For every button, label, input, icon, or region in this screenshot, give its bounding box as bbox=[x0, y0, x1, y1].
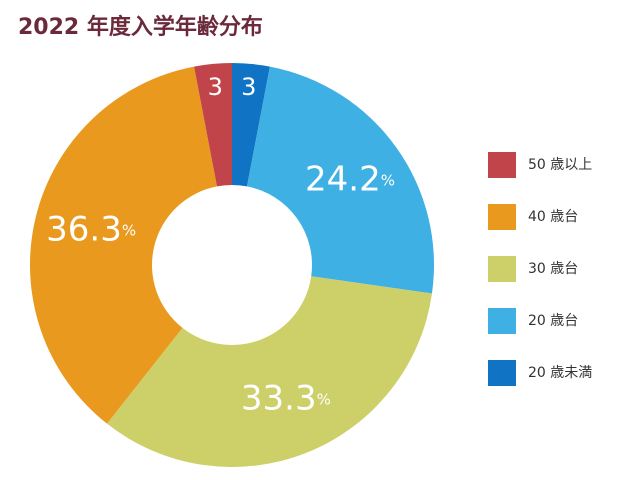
donut-segment bbox=[106, 276, 432, 468]
legend-swatch bbox=[488, 204, 516, 230]
legend-label: 20 歳台 bbox=[528, 313, 578, 329]
legend-label: 30 歳台 bbox=[528, 261, 578, 277]
legend-swatch bbox=[488, 152, 516, 178]
value-label: 3 bbox=[208, 73, 223, 101]
value-number: 36.3 bbox=[46, 209, 122, 249]
value-number: 3 bbox=[241, 73, 256, 101]
donut-segment bbox=[30, 66, 217, 424]
value-number: 33.3 bbox=[241, 378, 317, 418]
value-label: 24.2% bbox=[305, 159, 395, 199]
legend-label: 40 歳台 bbox=[528, 209, 578, 225]
donut-segment bbox=[194, 63, 232, 187]
legend-swatch bbox=[488, 360, 516, 386]
donut-segment bbox=[232, 63, 270, 187]
value-unit: % bbox=[317, 390, 331, 408]
donut-segment bbox=[247, 66, 435, 294]
legend-label: 20 歳未満 bbox=[528, 365, 592, 381]
value-unit: % bbox=[381, 171, 395, 189]
chart-title: 2022 年度入学年齢分布 bbox=[18, 14, 263, 40]
value-unit: % bbox=[122, 221, 136, 239]
legend-swatch bbox=[488, 256, 516, 282]
value-number: 24.2 bbox=[305, 159, 381, 199]
legend-swatch bbox=[488, 308, 516, 334]
value-label: 36.3% bbox=[46, 209, 136, 249]
legend-label: 50 歳以上 bbox=[528, 157, 592, 173]
value-number: 3 bbox=[208, 73, 223, 101]
value-label: 33.3% bbox=[241, 378, 331, 418]
value-label: 3 bbox=[241, 73, 256, 101]
